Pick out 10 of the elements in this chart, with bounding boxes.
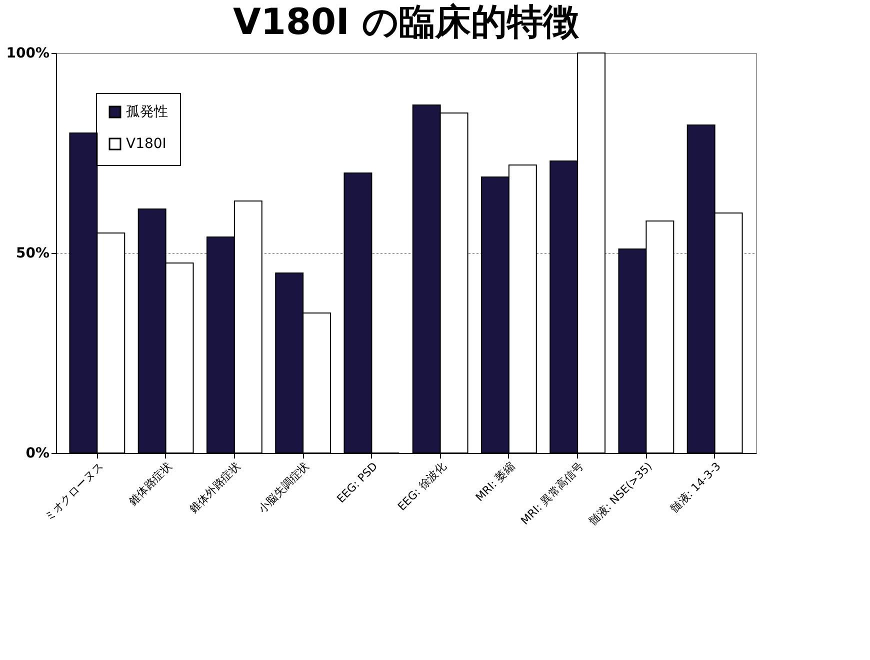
chart-title: V180I の臨床的特徴 (233, 2, 580, 43)
legend-label: V180I (126, 136, 166, 152)
legend-label: 孤発性 (126, 104, 168, 120)
x-tick-label: 小脳失調症状 (256, 460, 312, 516)
y-tick-label: 50% (16, 246, 50, 262)
x-tick-label: ミオクローヌス (42, 460, 106, 524)
x-tick-label: 錐体路症状 (126, 460, 174, 508)
x-tick-label: 錐体外路症状 (187, 460, 243, 516)
y-tick-label: 100% (6, 46, 50, 62)
y-tick-label: 0% (26, 446, 50, 462)
